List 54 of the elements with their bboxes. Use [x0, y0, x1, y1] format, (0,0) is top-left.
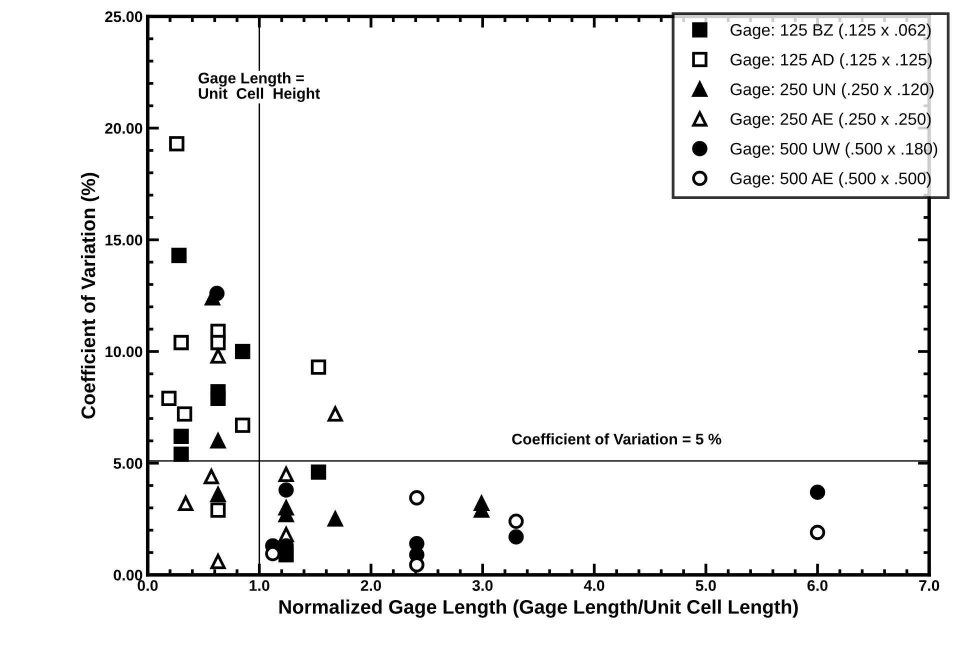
point — [210, 486, 226, 502]
y-tick-label: 5.00 — [114, 458, 142, 469]
point — [161, 390, 177, 406]
y-tick-label: 0.00 — [114, 570, 142, 581]
ref-line-label: Coefficient of Variation = 5 % — [512, 433, 722, 445]
x-tick-label: 7.0 — [919, 580, 940, 591]
point — [210, 554, 226, 570]
point — [210, 502, 226, 518]
legend-label: Gage: 125 BZ (.125 x .062) — [730, 24, 931, 40]
x-tick-label: 2.0 — [360, 580, 381, 591]
point — [234, 344, 250, 360]
point — [210, 348, 226, 364]
y-axis-title: Coefficient of Variation (%) — [80, 172, 100, 419]
legend-label: Gage: 500 UW (.500 x .180) — [730, 142, 938, 158]
point — [204, 468, 219, 484]
point — [278, 482, 294, 498]
point — [169, 136, 184, 152]
x-tick-label: 0.0 — [138, 580, 158, 591]
legend-label: Gage: 250 UN (.250 x .120) — [730, 82, 934, 99]
point — [174, 428, 189, 444]
point — [176, 406, 192, 422]
point — [171, 248, 187, 264]
legend-label: Gage: 125 AD (.125 x .125) — [730, 53, 932, 69]
legend-label: Gage: 250 AE (.250 x .250) — [730, 112, 931, 128]
point — [328, 511, 343, 527]
point — [210, 334, 226, 350]
y-tick-label: 20.00 — [105, 122, 142, 134]
point — [409, 490, 424, 506]
point — [810, 484, 826, 500]
point — [174, 446, 189, 462]
legend-label: Gage: 500 AE (.500 x .500) — [730, 172, 931, 188]
point — [310, 464, 326, 480]
point — [210, 390, 226, 406]
y-tick-label: 25.00 — [105, 11, 142, 22]
ref-line-label: Gage Length = Unit Cell Height — [198, 72, 320, 102]
x-tick-label: 1.0 — [250, 580, 270, 591]
y-tick-label: 15.00 — [106, 234, 142, 246]
point — [174, 334, 189, 350]
point — [508, 529, 524, 545]
y-tick-label: 10.00 — [106, 346, 142, 358]
point — [508, 514, 524, 529]
point — [328, 406, 343, 422]
point — [810, 524, 826, 540]
point — [278, 466, 294, 482]
x-tick-label: 5.0 — [696, 580, 716, 591]
x-tick-label: 6.0 — [807, 580, 828, 591]
x-axis-title: Normalized Gage Length (Gage Length/Unit Cell Length) — [279, 600, 798, 618]
point — [234, 418, 250, 433]
x-tick-label: 4.0 — [584, 580, 604, 591]
point — [310, 359, 326, 375]
point — [210, 433, 226, 448]
x-tick-label: 3.0 — [472, 580, 493, 591]
point — [209, 286, 225, 302]
point — [178, 496, 194, 512]
